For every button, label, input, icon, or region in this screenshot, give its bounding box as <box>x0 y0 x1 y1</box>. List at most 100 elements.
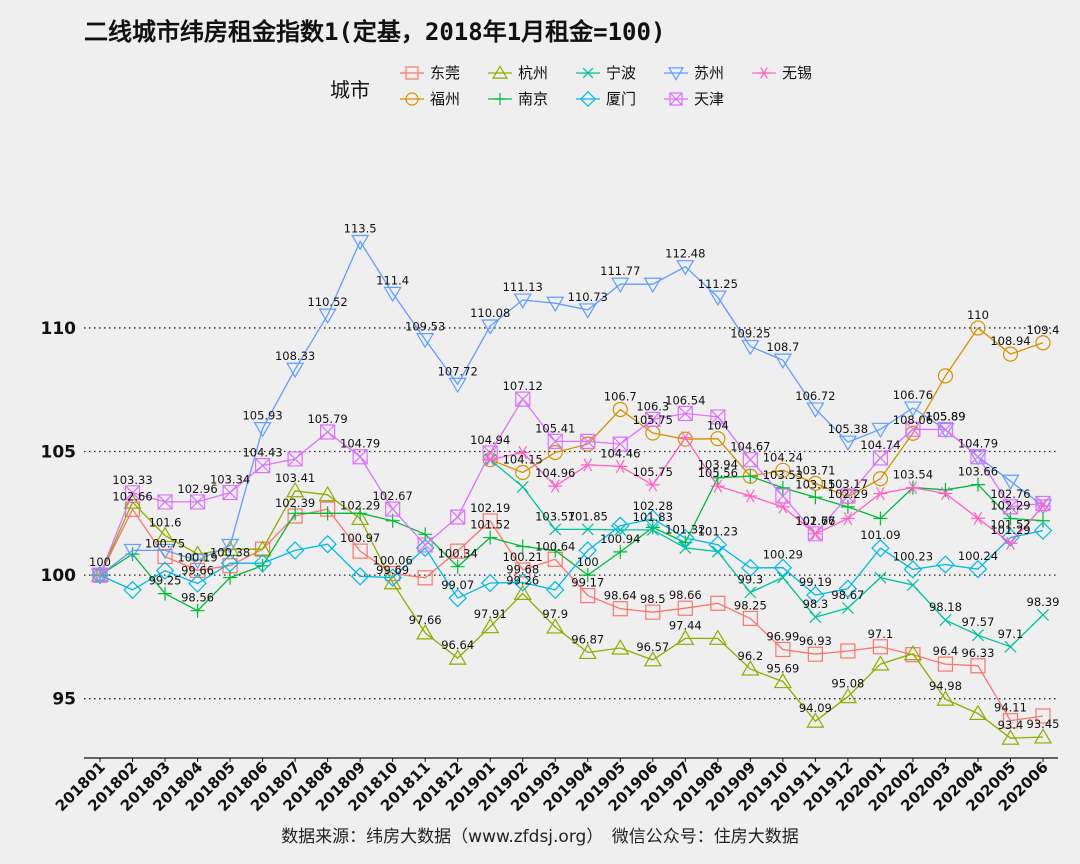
data-label: 103.71 <box>795 463 835 477</box>
data-point-marker <box>448 588 467 608</box>
data-point-marker <box>254 458 271 474</box>
data-label: 100 <box>577 555 599 569</box>
data-point-marker <box>741 339 760 356</box>
data-point-marker <box>841 601 854 615</box>
data-point-marker <box>582 67 594 79</box>
data-point-marker <box>645 604 661 620</box>
data-point-marker <box>253 553 272 573</box>
data-point-marker <box>580 588 596 604</box>
data-point-marker <box>320 424 336 440</box>
data-label: 105.75 <box>633 413 673 427</box>
data-point-marker <box>515 445 530 460</box>
data-label: 108.7 <box>766 340 799 354</box>
data-point-marker <box>741 660 760 676</box>
data-label: 101.09 <box>860 528 900 542</box>
legend-key <box>400 66 424 80</box>
data-label: 100.34 <box>438 547 478 561</box>
series-5 <box>90 509 1053 608</box>
data-label: 101.67 <box>795 514 835 528</box>
data-label: 97.1 <box>998 627 1024 641</box>
data-label: 103.41 <box>275 471 315 485</box>
data-point-marker <box>809 611 822 624</box>
data-label: 96.4 <box>933 644 959 658</box>
data-label: 101.52 <box>990 518 1030 532</box>
data-label: 106.72 <box>795 389 835 403</box>
data-label: 103.94 <box>698 458 738 472</box>
data-point-marker <box>123 580 142 600</box>
data-point-marker <box>288 506 303 521</box>
data-label: 103.34 <box>210 473 250 487</box>
data-point-marker <box>806 712 825 728</box>
data-label: 101.83 <box>633 510 673 524</box>
data-point-marker <box>1002 346 1019 362</box>
data-point-marker <box>1003 536 1018 550</box>
data-point-marker <box>385 501 401 517</box>
data-point-marker <box>775 641 791 658</box>
data-label: 104.94 <box>470 433 510 447</box>
data-label: 106.54 <box>665 393 705 407</box>
data-point-marker <box>968 559 988 579</box>
series-line <box>99 490 1044 739</box>
data-label: 96.99 <box>766 629 799 643</box>
data-point-marker <box>546 618 565 634</box>
data-label: 107.12 <box>503 379 543 393</box>
data-label: 100.75 <box>145 537 185 551</box>
data-point-marker <box>513 293 532 309</box>
legend-key <box>488 65 512 79</box>
data-point-marker <box>937 421 954 438</box>
legend-key <box>664 67 688 81</box>
series-line <box>489 459 1044 648</box>
data-point-marker <box>840 511 855 526</box>
data-label: 95.08 <box>831 677 864 691</box>
data-label: 102.28 <box>633 499 673 513</box>
data-label: 102.76 <box>990 487 1030 501</box>
data-point-marker <box>742 452 758 468</box>
data-point-marker <box>286 481 305 498</box>
data-label: 111.4 <box>376 273 409 287</box>
data-point-marker <box>1033 521 1053 540</box>
data-label: 101.6 <box>149 516 182 530</box>
data-label: 99.17 <box>571 576 604 590</box>
data-point-marker <box>516 480 529 493</box>
data-label: 103.54 <box>893 468 933 482</box>
data-point-marker <box>643 277 662 294</box>
data-label: 100.38 <box>210 546 250 560</box>
data-point-marker <box>676 260 695 276</box>
data-label: 104.79 <box>958 437 998 451</box>
data-point-marker <box>548 479 563 493</box>
data-point-marker <box>741 558 760 578</box>
data-point-marker <box>352 543 368 559</box>
data-point-marker <box>903 560 923 579</box>
data-point-marker <box>678 431 693 445</box>
data-label: 94.11 <box>994 701 1027 715</box>
data-point-marker <box>450 543 466 559</box>
data-point-marker <box>578 541 598 560</box>
data-label: 103.17 <box>828 477 868 491</box>
source-footer: 数据来源：纬房大数据（www.zfdsj.org） 微信公众号：住房大数据 <box>281 827 799 847</box>
data-point-marker <box>874 571 887 584</box>
data-point-marker <box>773 558 793 577</box>
data-point-marker <box>155 526 175 543</box>
data-point-marker <box>579 90 597 108</box>
data-label: 96.57 <box>636 640 669 654</box>
data-point-marker <box>482 445 498 461</box>
data-point-marker <box>483 530 498 545</box>
data-point-marker <box>90 568 110 584</box>
data-point-marker <box>806 402 825 418</box>
series-4 <box>484 453 1050 653</box>
data-label: 100.06 <box>373 554 413 568</box>
chart-title: 二线城市纬房租金指数1(定基，2018年1月租金=100) <box>84 18 666 46</box>
data-label: 99.26 <box>506 573 539 587</box>
data-label: 97.1 <box>868 627 894 641</box>
data-point-marker <box>383 286 402 303</box>
data-point-marker <box>350 567 370 586</box>
data-label: 97.44 <box>669 618 702 632</box>
y-tick-label: 100 <box>41 566 77 586</box>
data-label: 104 <box>707 419 729 433</box>
series-line <box>490 436 1044 545</box>
data-label: 104.67 <box>730 440 770 454</box>
data-label: 105.56 <box>698 466 738 480</box>
y-tick-label: 105 <box>41 443 77 463</box>
data-point-marker <box>710 595 726 611</box>
data-label: 97.91 <box>474 607 507 621</box>
